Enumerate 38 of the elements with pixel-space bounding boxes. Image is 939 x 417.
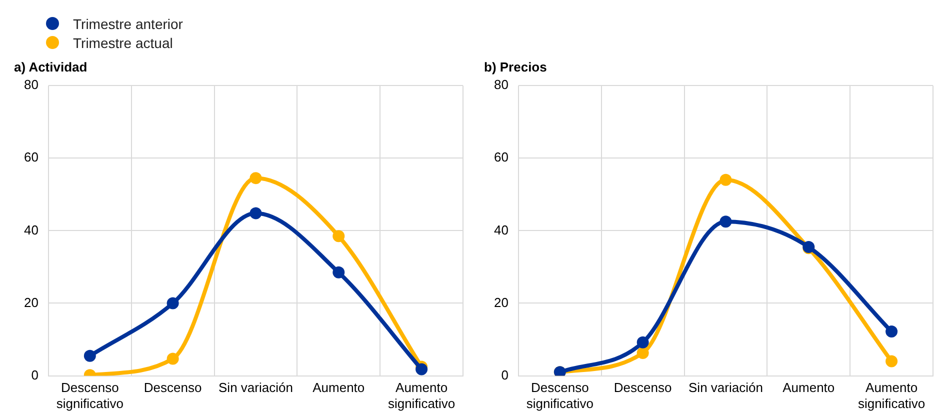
point	[720, 174, 732, 186]
y-tick-label: 0	[501, 367, 508, 382]
point	[886, 326, 898, 338]
point	[332, 266, 345, 278]
x-tick-label: Sin variación	[688, 380, 763, 396]
point	[166, 352, 179, 365]
y-tick-label: 0	[31, 367, 38, 382]
point	[636, 346, 649, 359]
point	[166, 297, 179, 310]
point	[84, 350, 96, 362]
chart-title: b) Precios	[484, 59, 547, 74]
y-tick-label: 80	[24, 77, 38, 92]
y-tick-label: 60	[24, 150, 38, 165]
x-tick-label: Aumento significativo	[858, 380, 926, 411]
point	[416, 363, 428, 376]
x-tick-label: Descenso significativo	[526, 380, 594, 411]
point	[886, 355, 898, 368]
x-tick-label: Aumento significativo	[388, 380, 456, 411]
point	[720, 216, 732, 228]
x-tick-label: Descenso significativo	[56, 380, 124, 411]
y-tick-label: 80	[494, 77, 508, 92]
y-tick-label: 20	[494, 294, 508, 310]
y-tick-label: 60	[494, 150, 508, 165]
point	[250, 207, 262, 220]
x-tick-label: Sin variación	[218, 380, 293, 396]
point	[250, 172, 262, 184]
x-tick-label: Descenso	[144, 380, 202, 396]
y-tick-label: 20	[24, 294, 38, 310]
point	[332, 230, 345, 242]
point	[636, 336, 649, 348]
legend-label: Trimestre anterior	[73, 16, 183, 32]
x-tick-label: Descenso	[614, 380, 672, 396]
x-tick-label: Aumento	[782, 380, 835, 396]
y-tick-label: 40	[494, 222, 508, 238]
y-tick-label: 40	[24, 222, 38, 238]
legend-label: Trimestre actual	[73, 34, 173, 50]
x-tick-label: Aumento	[312, 380, 365, 396]
chart-title: a) Actividad	[14, 59, 88, 74]
